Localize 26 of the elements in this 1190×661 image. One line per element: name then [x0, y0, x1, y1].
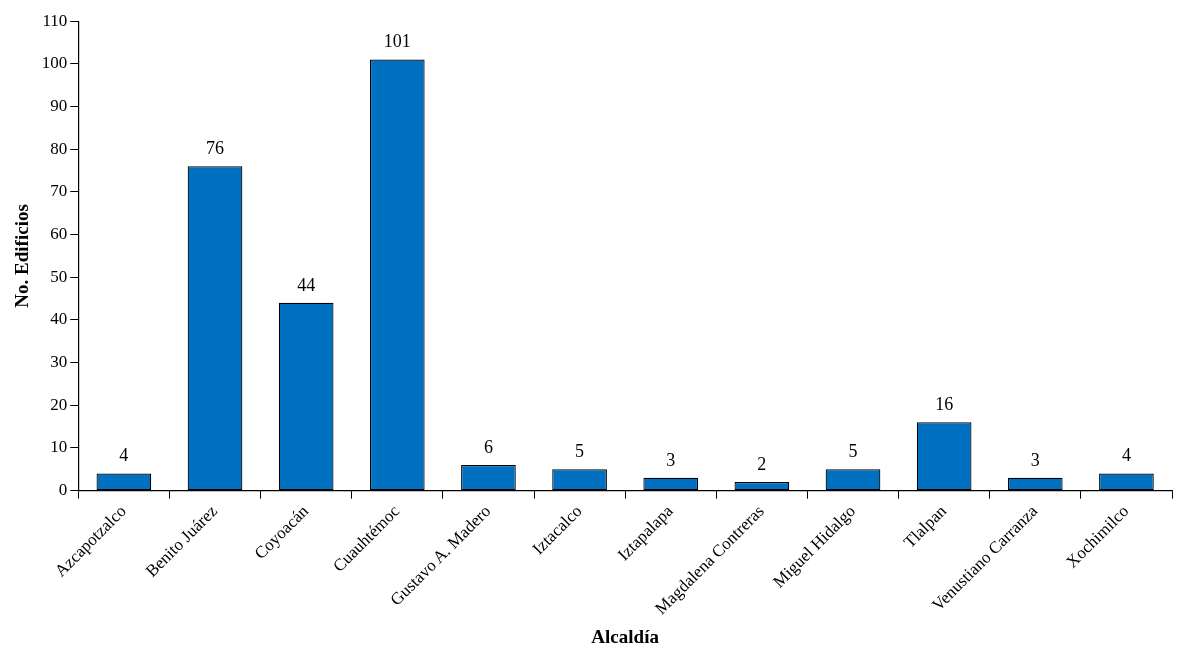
y-axis-title: No. Edificios: [11, 204, 33, 308]
y-tick-label: 40: [50, 309, 68, 329]
data-label: 5: [848, 441, 858, 462]
data-label: 5: [575, 441, 585, 462]
y-tick-label: 50: [50, 266, 68, 286]
y-tick-label: 60: [50, 224, 68, 244]
data-label: 76: [206, 138, 225, 159]
y-tick-label: 0: [58, 480, 68, 500]
data-label: 3: [666, 449, 676, 470]
data-label: 2: [757, 453, 767, 474]
y-tick-label: 30: [50, 352, 68, 372]
x-axis-title: Alcaldía: [591, 625, 660, 647]
y-tick-label: 10: [50, 437, 68, 457]
data-label: 44: [297, 274, 316, 295]
data-label: 3: [1030, 449, 1040, 470]
data-label: 16: [935, 394, 954, 415]
y-tick-label: 80: [50, 138, 68, 158]
y-tick-label: 90: [50, 96, 68, 116]
y-tick-label: 110: [42, 10, 68, 30]
y-tick-label: 70: [50, 181, 68, 201]
data-label: 101: [383, 31, 411, 52]
y-tick-label: 100: [41, 53, 68, 73]
data-label: 4: [1121, 445, 1131, 466]
data-label: 4: [119, 445, 129, 466]
y-tick-label: 20: [50, 394, 68, 414]
data-label: 6: [483, 436, 493, 457]
